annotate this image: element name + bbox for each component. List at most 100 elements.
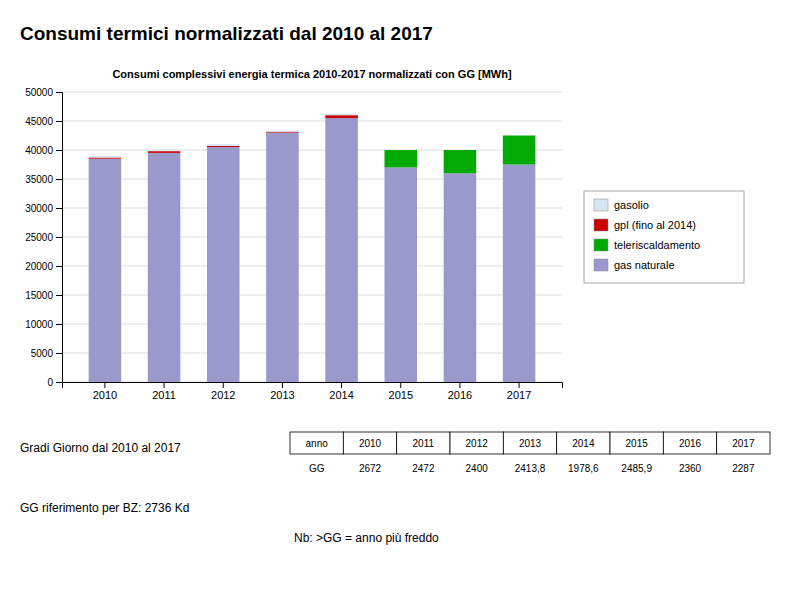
table-value: 2400 bbox=[466, 463, 489, 474]
tick: 2017 bbox=[507, 382, 531, 401]
legend-item: teleriscaldamento bbox=[594, 239, 700, 251]
tick-mark bbox=[400, 382, 401, 388]
table-cell bbox=[663, 432, 716, 454]
tick: 0 bbox=[47, 377, 62, 388]
tick-mark bbox=[56, 237, 62, 238]
bar-series bbox=[384, 136, 535, 174]
bar bbox=[266, 131, 299, 133]
legend-frame bbox=[584, 191, 744, 283]
table-cell bbox=[450, 432, 503, 454]
table-header: 2017 bbox=[732, 438, 755, 449]
tick-mark bbox=[164, 382, 165, 388]
legend-label: gpl (fino al 2014) bbox=[614, 219, 696, 231]
bar bbox=[148, 150, 181, 151]
table-header: 2015 bbox=[626, 438, 649, 449]
bar bbox=[325, 115, 358, 118]
bar bbox=[503, 135, 536, 136]
bar bbox=[444, 150, 477, 151]
annotation: Gradi Giorno dal 2010 al 2017 bbox=[20, 441, 181, 455]
tick-mark bbox=[56, 121, 62, 122]
tick: 10000 bbox=[25, 319, 62, 330]
table-cell bbox=[343, 432, 396, 454]
bar bbox=[384, 150, 417, 151]
bar bbox=[89, 158, 122, 159]
table-header: 2011 bbox=[413, 438, 435, 449]
axis-line bbox=[63, 383, 563, 389]
table-header: 2010 bbox=[359, 438, 382, 449]
table-value: 2360 bbox=[679, 463, 702, 474]
table-cell bbox=[717, 432, 770, 454]
tick-mark bbox=[223, 382, 224, 388]
bar bbox=[89, 156, 122, 158]
bar-series bbox=[89, 113, 358, 157]
tick-label: 2017 bbox=[507, 389, 531, 401]
legend-label: gas naturale bbox=[614, 259, 675, 271]
table: anno20102011201220132014201520162017GG26… bbox=[290, 432, 770, 474]
tick: 25000 bbox=[25, 232, 62, 243]
table-header: 2016 bbox=[679, 438, 702, 449]
bar bbox=[148, 153, 181, 382]
table-header: 2013 bbox=[519, 438, 542, 449]
tick: 2013 bbox=[270, 382, 294, 401]
tick-label: 40000 bbox=[25, 145, 53, 156]
tick: 2014 bbox=[329, 382, 353, 401]
grid-line bbox=[62, 353, 562, 354]
grid-line bbox=[62, 121, 562, 122]
tick-label: 45000 bbox=[25, 116, 53, 127]
bar bbox=[444, 150, 477, 151]
bar bbox=[503, 165, 536, 383]
table-value: 2485,9 bbox=[621, 463, 652, 474]
table-value: 2472 bbox=[412, 463, 435, 474]
bar bbox=[444, 150, 477, 173]
tick-mark bbox=[56, 92, 62, 93]
table-header: anno bbox=[306, 438, 329, 449]
tick-label: 2010 bbox=[93, 389, 117, 401]
bars bbox=[89, 113, 536, 382]
table-cell bbox=[290, 432, 343, 454]
y-axis: 0500010000150002000025000300003500040000… bbox=[25, 87, 62, 388]
tick-label: 0 bbox=[47, 377, 53, 388]
legend-label: teleriscaldamento bbox=[614, 239, 700, 251]
legend-item: gpl (fino al 2014) bbox=[594, 219, 696, 231]
grid-line bbox=[62, 324, 562, 325]
tick-mark bbox=[341, 382, 342, 388]
tick-label: 2013 bbox=[270, 389, 294, 401]
tick-mark bbox=[56, 266, 62, 267]
axis-line bbox=[56, 93, 63, 383]
tick: 40000 bbox=[25, 145, 62, 156]
grid-line bbox=[62, 92, 562, 93]
tick-label: 50000 bbox=[25, 87, 53, 98]
bar bbox=[384, 167, 417, 382]
legend: gasolio gpl (fino al 2014) teleriscaldamen… bbox=[584, 191, 744, 283]
tick-label: 10000 bbox=[25, 319, 53, 330]
tick-mark bbox=[104, 382, 105, 388]
tick: 2016 bbox=[448, 382, 472, 401]
tick-mark bbox=[56, 208, 62, 209]
tick-label: 2014 bbox=[329, 389, 353, 401]
bar bbox=[207, 147, 240, 382]
tick-label: 2011 bbox=[152, 389, 176, 401]
tick: 2010 bbox=[93, 382, 117, 401]
bar bbox=[207, 146, 240, 147]
bar bbox=[325, 118, 358, 382]
legend-swatch bbox=[594, 239, 608, 251]
subtitle: Consumi complessivi energia termica 2010… bbox=[112, 68, 512, 80]
tick: 2015 bbox=[389, 382, 413, 401]
chart: Consumi termici normalizzati dal 2010 al… bbox=[0, 0, 794, 595]
tick-mark bbox=[56, 353, 62, 354]
table-cell bbox=[503, 432, 556, 454]
grid-line bbox=[62, 179, 562, 180]
legend-label: gasolio bbox=[614, 199, 649, 211]
legend-swatch bbox=[594, 259, 608, 271]
tick-label: 2012 bbox=[211, 389, 235, 401]
table-value: GG bbox=[309, 463, 325, 474]
bar-series bbox=[89, 118, 536, 382]
bar bbox=[148, 151, 181, 153]
bar bbox=[266, 132, 299, 133]
tick: 2011 bbox=[152, 382, 176, 401]
tick: 5000 bbox=[31, 348, 62, 359]
grid-line bbox=[62, 266, 562, 267]
table-cell bbox=[610, 432, 663, 454]
bar bbox=[444, 173, 477, 382]
tick: 15000 bbox=[25, 290, 62, 301]
